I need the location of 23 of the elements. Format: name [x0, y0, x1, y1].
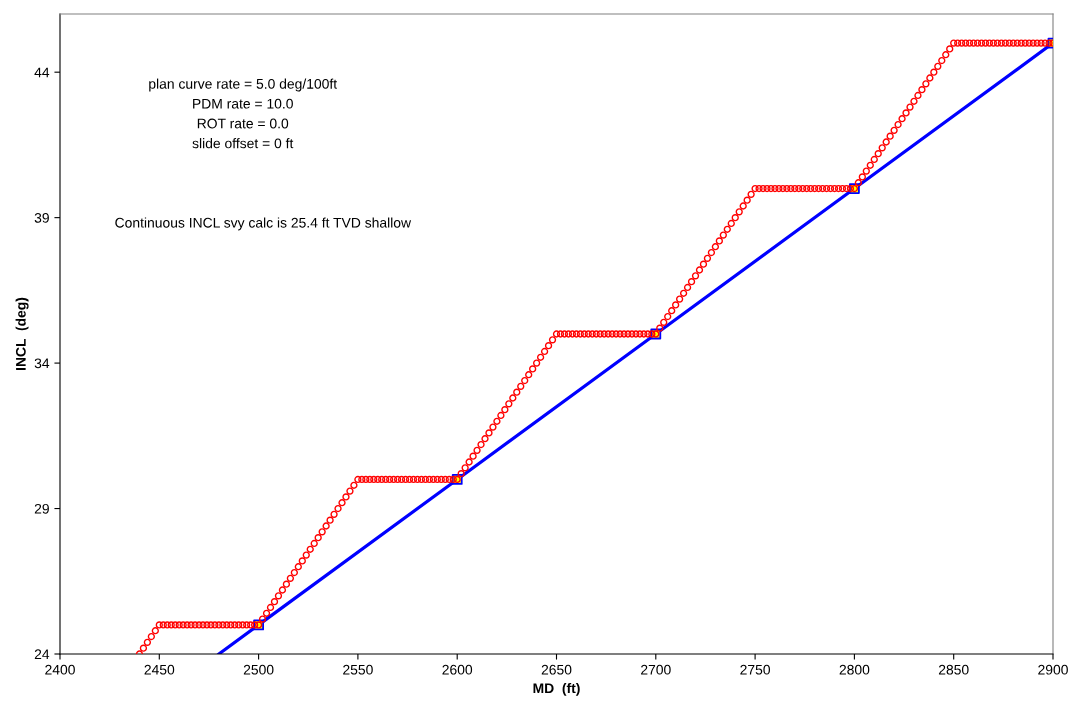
- x-tick-label: 2850: [938, 664, 969, 675]
- y-tick-label: 39: [34, 212, 49, 223]
- x-tick-label: 2750: [740, 664, 771, 675]
- x-tick-label: 2400: [45, 664, 75, 675]
- y-tick-label: 24: [34, 649, 50, 660]
- x-tick-label: 2500: [243, 664, 274, 675]
- y-axis-title: INCL (deg): [15, 297, 29, 370]
- x-axis-title: MD (ft): [533, 682, 580, 696]
- x-tick-label: 2600: [442, 664, 473, 675]
- y-tick-label: 44: [34, 67, 50, 78]
- annotation: plan curve rate = 5.0 deg/100ft: [149, 78, 338, 92]
- x-tick-label: 2550: [343, 664, 373, 675]
- x-tick-label: 2700: [641, 664, 671, 675]
- y-tick-label: 29: [34, 503, 49, 514]
- annotation: slide offset = 0 ft: [192, 138, 294, 149]
- x-tick-label: 2450: [144, 664, 175, 675]
- annotation: ROT rate = 0.0: [197, 118, 289, 129]
- annotation: Continuous INCL svy calc is 25.4 ft TVD shallow: [115, 217, 412, 231]
- x-tick-label: 2800: [839, 664, 870, 675]
- annotation: PDM rate = 10.0: [193, 98, 293, 109]
- x-tick-label: 2650: [541, 664, 572, 675]
- y-tick-label: 34: [34, 358, 50, 369]
- x-tick-label: 2900: [1038, 664, 1068, 675]
